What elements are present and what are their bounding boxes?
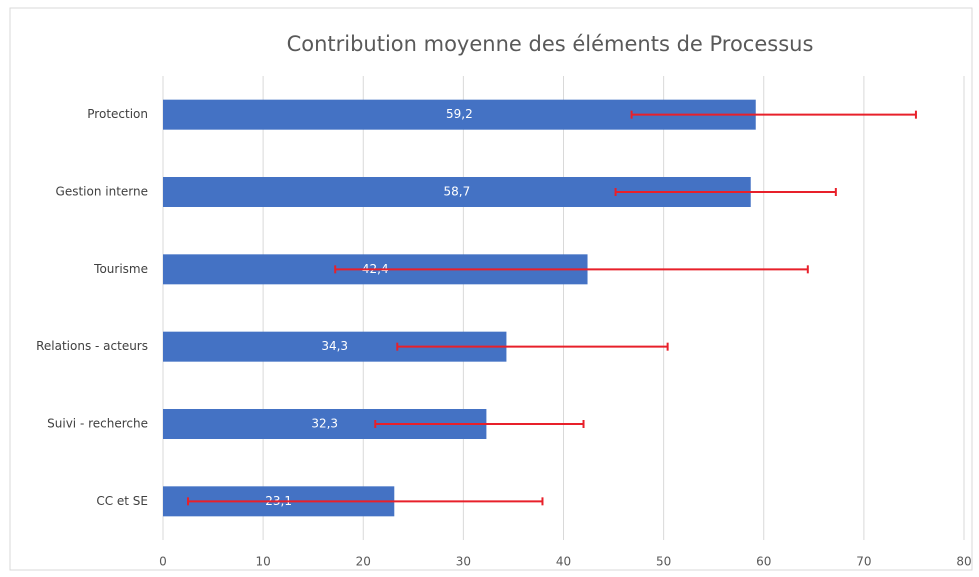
x-tick-label: 20 [356, 555, 371, 569]
y-tick-label: Relations - acteurs [36, 339, 148, 353]
value-label: 34,3 [321, 339, 348, 353]
value-label: 59,2 [446, 107, 473, 121]
y-tick-label: CC et SE [96, 494, 148, 508]
y-tick-label: Protection [87, 107, 148, 121]
y-tick-label: Suivi - recherche [47, 417, 148, 431]
error-bar [187, 497, 544, 506]
error-bar [334, 265, 809, 274]
error-bar [374, 420, 585, 428]
value-label: 58,7 [444, 185, 471, 199]
chart-title: Contribution moyenne des éléments de Pro… [287, 32, 814, 56]
error-bar [614, 188, 837, 196]
x-tick-label: 80 [956, 555, 971, 569]
error-bar [630, 110, 917, 119]
chart-frame [9, 7, 973, 571]
x-tick-label: 0 [159, 555, 167, 569]
x-tick-label: 60 [756, 555, 771, 569]
x-tick-label: 50 [656, 555, 671, 569]
x-tick-label: 30 [456, 555, 471, 569]
x-tick-label: 40 [556, 555, 571, 569]
x-tick-label: 10 [255, 555, 270, 569]
y-tick-label: Tourisme [93, 262, 148, 276]
y-tick-label: Gestion interne [56, 185, 148, 199]
value-label: 32,3 [311, 417, 338, 431]
error-bar [396, 342, 669, 351]
x-tick-label: 70 [856, 555, 871, 569]
